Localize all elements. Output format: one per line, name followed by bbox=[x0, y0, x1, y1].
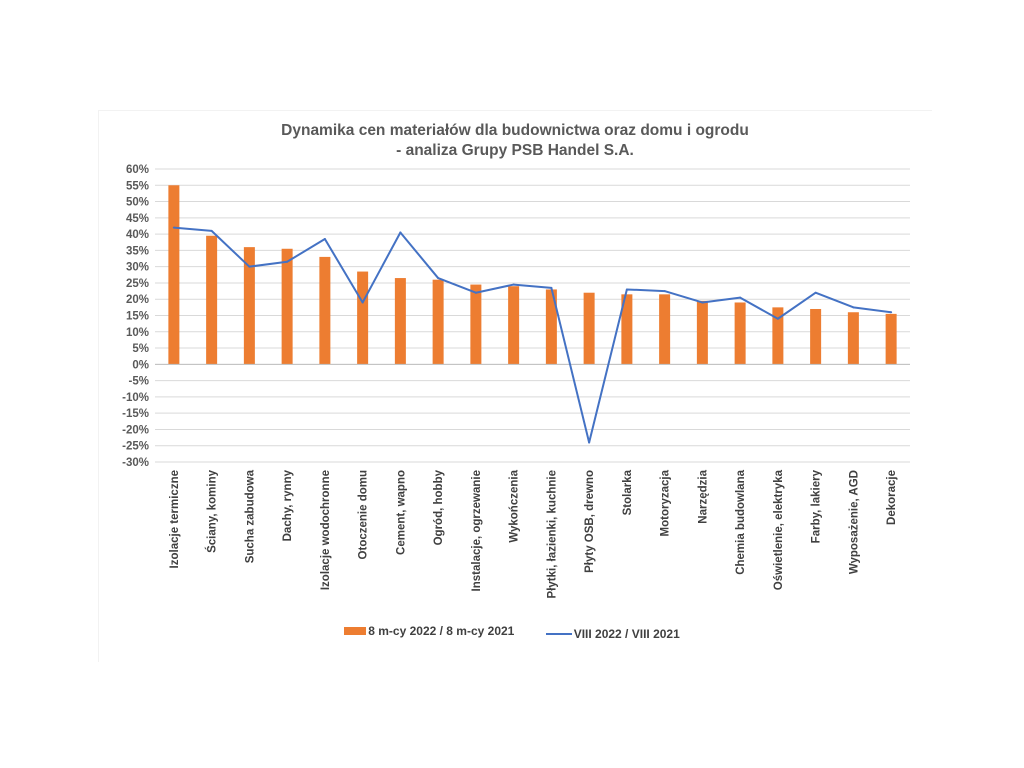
y-tick-label: 20% bbox=[126, 294, 149, 306]
y-tick-label: 50% bbox=[126, 197, 149, 209]
legend-item-line: VIII 2022 / VIII 2021 bbox=[545, 627, 680, 641]
chart-subtitle: - analiza Grupy PSB Handel S.A. bbox=[396, 142, 634, 159]
bar bbox=[206, 235, 218, 365]
line-point bbox=[286, 260, 289, 263]
x-tick-label: Dekoracje bbox=[886, 470, 898, 525]
bar bbox=[885, 313, 897, 365]
x-axis-labels: Izolacje termiczne Ściany, kominy Sucha za… bbox=[169, 469, 898, 598]
y-tick-label: 5% bbox=[132, 343, 149, 355]
x-tick-label: Wykończenia bbox=[509, 469, 521, 542]
legend-line-label: VIII 2022 / VIII 2021 bbox=[573, 627, 680, 641]
x-tick-label: Otoczenie domu bbox=[358, 470, 370, 559]
x-tick-label: Izolacje wodochronne bbox=[320, 470, 332, 590]
x-tick-label: Chemia budowlana bbox=[735, 469, 747, 574]
bar bbox=[583, 292, 595, 365]
y-tick-label: 10% bbox=[126, 327, 149, 339]
line-point bbox=[550, 286, 553, 289]
line-point bbox=[361, 301, 364, 304]
y-tick-label: -10% bbox=[122, 392, 149, 404]
y-axis-ticks: 60% 55% 50% 45% 40% 35% 30% 25% 20% 15% 10% 5% 0% -5%… bbox=[122, 164, 149, 469]
line-point bbox=[625, 288, 628, 291]
x-tick-label: Stolarka bbox=[622, 469, 634, 515]
bar bbox=[319, 256, 331, 365]
chart-title: Dynamika cen materiałów dla budownictwa … bbox=[98, 121, 932, 161]
line-point bbox=[474, 291, 477, 294]
line-point bbox=[663, 290, 666, 293]
y-tick-label: 60% bbox=[126, 164, 149, 176]
bar bbox=[508, 286, 520, 365]
line-point bbox=[890, 311, 893, 314]
legend-bar-label: 8 m-cy 2022 / 8 m-cy 2021 bbox=[368, 624, 515, 638]
line-point bbox=[399, 231, 402, 234]
x-tick-label: Narzędzia bbox=[697, 469, 709, 523]
bar bbox=[394, 278, 406, 365]
x-tick-label: Płytki, łazienki, kuchnie bbox=[546, 470, 558, 598]
legend-line-swatch bbox=[545, 633, 572, 635]
legend-bar-swatch bbox=[344, 627, 367, 635]
line-point bbox=[776, 317, 779, 320]
y-tick-label: 25% bbox=[126, 278, 149, 290]
line-point bbox=[210, 229, 213, 232]
bar-series bbox=[168, 185, 897, 365]
x-tick-label: Oświetlenie, elektryka bbox=[773, 469, 785, 590]
bar bbox=[168, 185, 180, 365]
x-tick-label: Motoryzacja bbox=[660, 469, 672, 536]
bar bbox=[432, 279, 444, 365]
bar bbox=[281, 248, 293, 365]
bar bbox=[696, 300, 708, 365]
bar bbox=[621, 294, 633, 365]
y-tick-label: 15% bbox=[126, 311, 149, 323]
line-point bbox=[512, 283, 515, 286]
line-point bbox=[701, 301, 704, 304]
y-tick-label: 30% bbox=[126, 262, 149, 274]
x-tick-label: Dachy, rynny bbox=[282, 469, 294, 541]
line-point bbox=[323, 237, 326, 240]
y-tick-label: 35% bbox=[126, 245, 149, 257]
line-point bbox=[852, 306, 855, 309]
x-tick-label: Farby, lakiery bbox=[811, 469, 823, 543]
line-point bbox=[588, 441, 591, 444]
y-tick-label: 55% bbox=[126, 180, 149, 192]
y-tick-label: 40% bbox=[126, 229, 149, 241]
bar bbox=[772, 307, 784, 365]
x-tick-label: Ściany, kominy bbox=[206, 469, 219, 552]
y-tick-label: 0% bbox=[132, 359, 149, 371]
line-point bbox=[172, 226, 175, 229]
x-tick-label: Sucha zabudowa bbox=[244, 469, 256, 563]
x-tick-label: Płyty OSB, drewno bbox=[584, 470, 596, 573]
line-point bbox=[437, 277, 440, 280]
y-tick-label: -25% bbox=[122, 441, 149, 453]
y-tick-label: -30% bbox=[122, 457, 149, 469]
chart-title-line-1: Dynamika cen materiałów dla budownictwa … bbox=[281, 122, 749, 139]
bar bbox=[810, 308, 822, 365]
bar bbox=[734, 302, 746, 365]
y-tick-label: -15% bbox=[122, 408, 149, 420]
line-point bbox=[248, 265, 251, 268]
y-tick-label: -5% bbox=[129, 376, 149, 388]
bar bbox=[470, 284, 482, 365]
bar bbox=[243, 247, 255, 365]
bar bbox=[847, 312, 859, 365]
bar bbox=[357, 271, 369, 365]
x-tick-label: Wyposażenie, AGD bbox=[848, 470, 860, 574]
legend-item-bar: 8 m-cy 2022 / 8 m-cy 2021 bbox=[344, 624, 514, 638]
legend: 8 m-cy 2022 / 8 m-cy 2021 VIII 2022 / VI… bbox=[0, 624, 1024, 641]
bar bbox=[659, 294, 671, 365]
line-series bbox=[172, 226, 893, 444]
y-tick-label: -20% bbox=[122, 424, 149, 436]
x-tick-label: Instalacje, ogrzewanie bbox=[471, 470, 483, 591]
x-tick-label: Cement, wapno bbox=[395, 470, 407, 555]
x-tick-label: Ogród, hobby bbox=[433, 469, 445, 545]
line-point bbox=[739, 296, 742, 299]
line-point bbox=[814, 291, 817, 294]
chart-area bbox=[98, 110, 932, 662]
line-series-path bbox=[173, 226, 892, 444]
y-tick-label: 45% bbox=[126, 213, 149, 225]
x-tick-label: Izolacje termiczne bbox=[169, 470, 181, 568]
grid-lines bbox=[155, 168, 910, 463]
bar bbox=[545, 289, 557, 365]
